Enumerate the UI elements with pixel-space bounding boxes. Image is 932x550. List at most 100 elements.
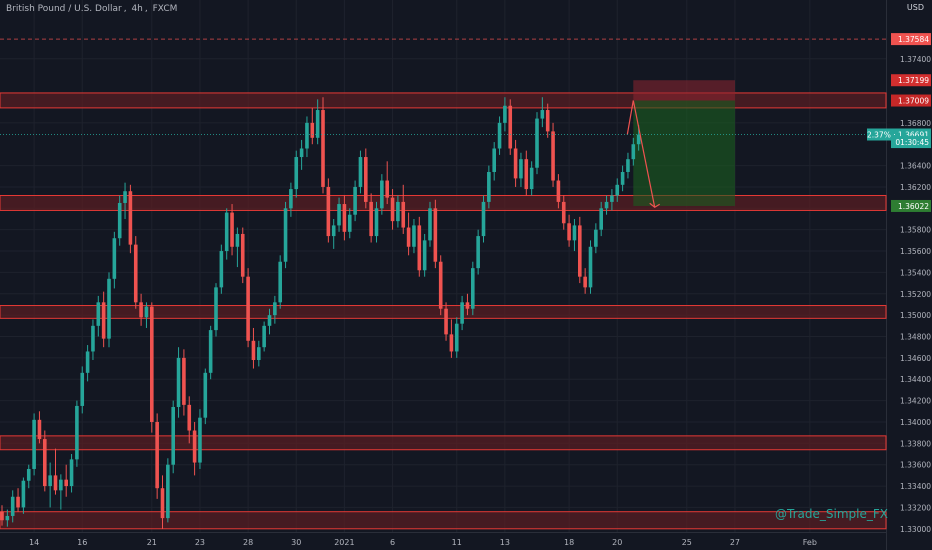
candle-body <box>476 236 480 269</box>
price-label-background <box>891 136 931 149</box>
price-label-background <box>891 94 931 107</box>
candle-body <box>96 302 101 326</box>
projection-line <box>632 100 656 208</box>
candle-body <box>599 208 603 230</box>
candle-body <box>262 325 266 348</box>
x-tick-label: 6 <box>390 538 395 547</box>
candle-body <box>53 475 58 491</box>
candle-body <box>150 306 154 422</box>
candle-body <box>160 488 165 519</box>
candle-body <box>69 459 74 487</box>
candle-body <box>460 302 464 324</box>
header-separator: , <box>123 4 127 14</box>
candle-body <box>187 404 192 431</box>
candle-body <box>257 347 261 361</box>
candle-body <box>380 180 384 209</box>
candle-body <box>21 480 26 508</box>
y-tick-label: 1.37400 <box>900 55 931 64</box>
candle-body <box>610 195 614 202</box>
candle-body <box>321 110 325 187</box>
y-tick-label: 1.35600 <box>900 247 931 256</box>
resistance-support-zone <box>0 194 887 211</box>
take-profit-area <box>633 100 735 206</box>
price-label: 1.37009 <box>898 97 929 106</box>
candle-body <box>80 372 85 406</box>
price-label: 2.37% · 1.36691 <box>867 130 929 139</box>
candle-body <box>465 302 470 309</box>
y-tick-label: 1.34200 <box>900 397 931 406</box>
candle-body <box>481 201 486 237</box>
candle-body <box>535 118 539 168</box>
candle-body <box>561 201 566 224</box>
y-tick-label: 1.33800 <box>900 439 931 448</box>
currency-label[interactable]: USD <box>906 3 924 12</box>
candle-body <box>224 212 229 252</box>
candle-body <box>176 357 181 408</box>
x-tick-label: 21 <box>147 538 157 547</box>
price-label-background <box>891 33 931 46</box>
candle-body <box>310 122 315 138</box>
candle-body <box>171 407 175 465</box>
resistance-support-zone <box>0 305 887 319</box>
x-tick-label: 2021 <box>334 538 354 547</box>
candle-body <box>487 171 491 202</box>
candle-body <box>337 204 341 226</box>
projection-arrowhead <box>649 202 661 208</box>
candle-body <box>572 225 577 241</box>
candle-body <box>112 238 117 279</box>
y-tick-label: 1.35200 <box>900 290 931 299</box>
candle-body <box>497 122 502 149</box>
candle-body <box>369 201 373 237</box>
x-tick-label: 13 <box>500 538 510 547</box>
candle-body <box>43 439 47 487</box>
resistance-support-zone <box>0 435 887 451</box>
price-label: 01:30:45 <box>895 138 929 147</box>
y-tick-label: 1.33200 <box>900 503 931 512</box>
candle-body <box>578 225 582 277</box>
candle-body <box>401 201 406 228</box>
candle-body <box>64 479 68 487</box>
candle-body <box>636 134 641 145</box>
candle-body <box>16 496 20 508</box>
candle-body <box>5 515 10 521</box>
candle-body <box>588 246 593 288</box>
candle-body <box>32 419 36 469</box>
candle-body <box>471 268 475 309</box>
candle-body <box>283 208 288 262</box>
candle-body <box>326 186 331 237</box>
candle-body <box>267 315 272 326</box>
candle-body <box>342 204 347 232</box>
x-tick-label: 20 <box>612 538 622 547</box>
candle-body <box>192 430 197 463</box>
candle-body <box>524 159 529 190</box>
candle-body <box>10 496 15 516</box>
y-tick-label: 1.34000 <box>900 418 931 427</box>
candle-body <box>133 244 138 303</box>
y-tick-label: 1.34400 <box>900 375 931 384</box>
candle-body <box>107 278 111 339</box>
candle-body <box>240 233 245 277</box>
candle-body <box>594 229 598 247</box>
candle-body <box>214 287 218 331</box>
candle-body <box>540 110 545 119</box>
x-tick-label: 23 <box>195 538 205 547</box>
x-tick-label: 25 <box>682 538 692 547</box>
candle-body <box>278 261 282 303</box>
candle-body <box>454 323 459 352</box>
y-tick-label: 1.33000 <box>900 525 931 534</box>
candle-body <box>551 131 555 181</box>
y-tick-label: 1.36800 <box>900 119 931 128</box>
candle-body <box>294 157 299 190</box>
candle-body <box>166 464 170 519</box>
candle-body <box>444 308 448 335</box>
symbol-name[interactable]: British Pound / U.S. Dollar <box>6 4 122 14</box>
candle-body <box>583 276 587 288</box>
candle-body <box>230 212 234 247</box>
candle-body <box>449 334 454 352</box>
candle-body <box>620 171 625 185</box>
candle-body <box>246 276 250 341</box>
candle-body <box>139 302 143 318</box>
interval[interactable]: 4h <box>131 4 143 14</box>
candle-body <box>567 223 571 241</box>
